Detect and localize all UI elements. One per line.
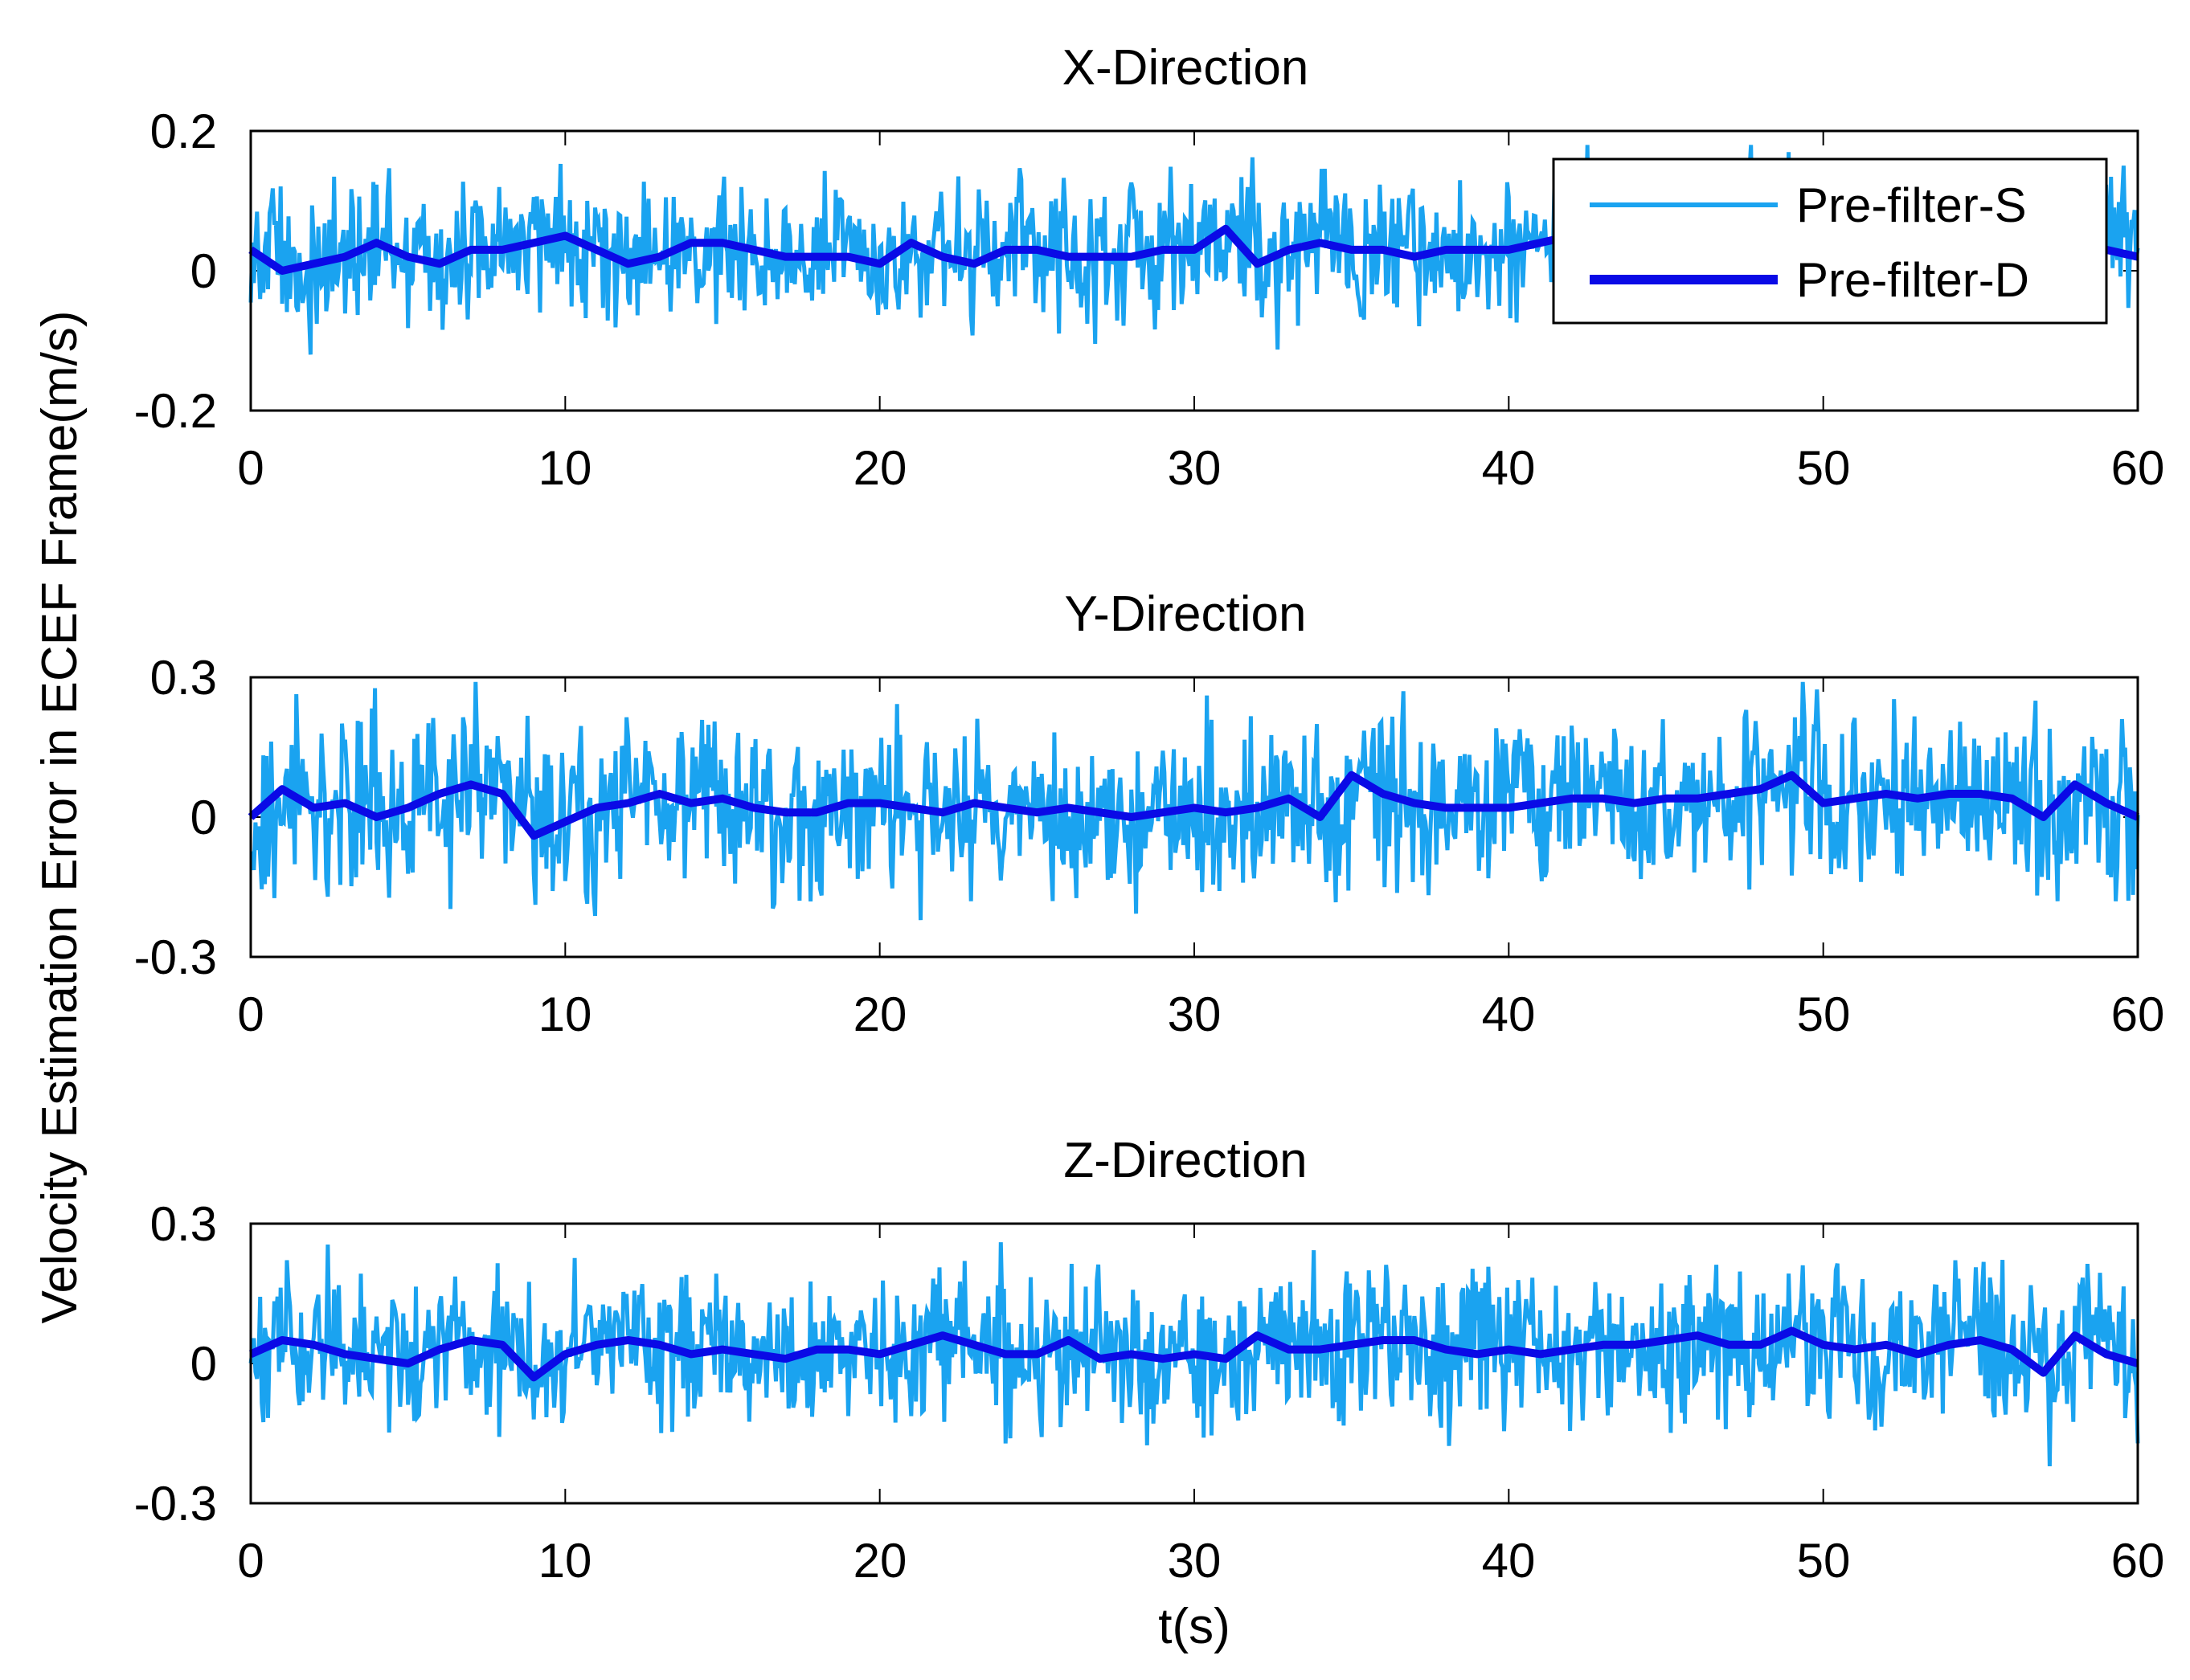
legend-box [1552, 157, 2108, 325]
x-tick-label: 30 [1168, 987, 1222, 1041]
x-tick-label: 40 [1482, 441, 1536, 495]
legend: Pre-filter-S Pre-filter-D [1552, 157, 2108, 325]
plot-frame [249, 129, 2139, 412]
series-line-pre-filter-s [250, 681, 2140, 921]
y-tick-label: -0.2 [134, 384, 217, 438]
legend-label: Pre-filter-D [1796, 253, 2029, 307]
y-tick-label: -0.3 [134, 1477, 217, 1531]
chart-x-direction: X-Direction 0.2 0 -0.2 0 10 20 30 40 50 … [134, 40, 2165, 495]
x-axis: 0 10 20 30 40 50 60 [237, 441, 2164, 495]
x-axis: 0 10 20 30 40 50 60 [237, 1534, 2164, 1588]
x-tick-label: 40 [1482, 987, 1536, 1041]
x-axis-label: t(s) [1158, 1599, 1230, 1654]
x-tick-label: 50 [1797, 987, 1851, 1041]
y-tick-label: 0 [190, 1337, 217, 1391]
plot-frame [249, 1222, 2139, 1505]
x-tick-label: 0 [237, 1534, 264, 1588]
x-tick-label: 50 [1797, 1534, 1851, 1588]
x-tick-label: 10 [538, 1534, 592, 1588]
series-line-pre-filter-d [248, 1326, 2139, 1382]
plot-frame [249, 676, 2139, 959]
x-tick-label: 20 [853, 987, 907, 1041]
x-axis: 0 10 20 30 40 50 60 [237, 987, 2164, 1041]
x-tick-label: 10 [538, 441, 592, 495]
chart-z-direction: Z-Direction 0.3 0 -0.3 0 10 20 30 40 50 … [134, 1133, 2165, 1654]
y-axis: 0.2 0 -0.2 [134, 104, 217, 438]
x-tick-label: 40 [1482, 1534, 1536, 1588]
y-tick-label: 0.3 [150, 651, 217, 705]
y-tick-label: 0.2 [150, 104, 217, 158]
y-tick-label: 0 [190, 791, 217, 844]
x-tick-label: 50 [1797, 441, 1851, 495]
x-tick-label: 20 [853, 441, 907, 495]
y-tick-label: 0.3 [150, 1197, 217, 1251]
x-tick-label: 30 [1168, 1534, 1222, 1588]
x-tick-label: 0 [237, 987, 264, 1041]
chart-title: Z-Direction [1063, 1133, 1307, 1188]
y-tick-label: -0.3 [134, 930, 217, 984]
chart-y-direction: Y-Direction 0.3 0 -0.3 0 10 20 30 40 50 … [134, 587, 2165, 1041]
x-tick-label: 10 [538, 987, 592, 1041]
x-tick-label: 30 [1168, 441, 1222, 495]
shared-y-axis-label: Velocity Estimation Error in ECEF Frame(… [32, 311, 88, 1324]
x-tick-label: 60 [2111, 441, 2165, 495]
chart-title: Y-Direction [1065, 587, 1307, 642]
series-line-pre-filter-d [248, 771, 2140, 840]
series-line-pre-filter-s [248, 1242, 2140, 1466]
chart-title: X-Direction [1062, 40, 1309, 96]
y-tick-label: 0 [190, 244, 217, 298]
legend-label: Pre-filter-S [1796, 178, 2027, 232]
x-tick-label: 0 [237, 441, 264, 495]
y-axis: 0.3 0 -0.3 [134, 1197, 217, 1531]
x-tick-label: 60 [2111, 987, 2165, 1041]
plot-area [248, 1223, 2140, 1504]
y-axis: 0.3 0 -0.3 [134, 651, 217, 984]
x-tick-label: 20 [853, 1534, 907, 1588]
x-tick-label: 60 [2111, 1534, 2165, 1588]
